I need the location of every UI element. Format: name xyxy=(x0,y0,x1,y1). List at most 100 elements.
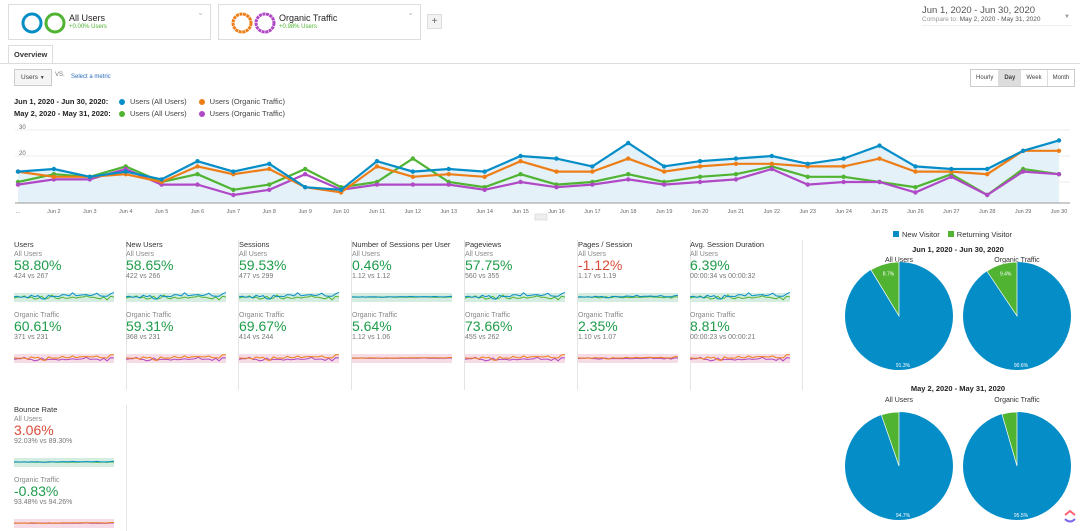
data-point[interactable] xyxy=(231,169,236,174)
data-point[interactable] xyxy=(231,187,236,192)
metric-card[interactable]: Sessions All Users 59.53% 477 vs 299 Org… xyxy=(239,240,352,390)
data-point[interactable] xyxy=(626,177,631,182)
data-point[interactable] xyxy=(482,187,487,192)
date-range-picker[interactable]: Jun 1, 2020 - Jun 30, 2020 Compare to: M… xyxy=(922,5,1072,26)
data-point[interactable] xyxy=(697,164,703,169)
data-point[interactable] xyxy=(518,159,523,164)
data-point[interactable] xyxy=(626,156,631,161)
pie-slice-new-visitor[interactable] xyxy=(845,262,953,370)
metric-card[interactable]: Users All Users 58.80% 424 vs 267 Organi… xyxy=(14,240,127,390)
data-point[interactable] xyxy=(733,161,739,166)
data-point[interactable] xyxy=(1056,138,1062,143)
data-point[interactable] xyxy=(554,185,559,190)
pie-slice-new-visitor[interactable] xyxy=(963,262,1071,370)
pie-slice-new-visitor[interactable] xyxy=(963,412,1071,520)
legend-item[interactable]: Users (Organic Traffic) xyxy=(198,97,285,106)
data-point[interactable] xyxy=(913,164,918,169)
pie-slice-returning-visitor[interactable] xyxy=(870,261,900,318)
data-point[interactable] xyxy=(87,174,92,179)
data-point[interactable] xyxy=(159,177,164,182)
data-point[interactable] xyxy=(302,185,308,190)
data-point[interactable] xyxy=(841,156,846,161)
data-point[interactable] xyxy=(267,166,272,172)
data-point[interactable] xyxy=(1056,172,1062,177)
hourly-button[interactable]: Hourly xyxy=(971,70,999,86)
week-button[interactable]: Week xyxy=(1020,70,1047,86)
tab-overview[interactable]: Overview xyxy=(8,45,54,64)
data-point[interactable] xyxy=(446,172,451,177)
data-point[interactable] xyxy=(733,172,739,177)
data-point[interactable] xyxy=(733,177,739,182)
data-point[interactable] xyxy=(410,156,416,161)
pie-slice-returning-visitor[interactable] xyxy=(1001,411,1018,467)
data-point[interactable] xyxy=(374,164,380,169)
data-point[interactable] xyxy=(913,185,918,190)
metric-card[interactable]: Number of Sessions per User All Users 0.… xyxy=(352,240,465,390)
data-point[interactable] xyxy=(949,166,954,172)
data-point[interactable] xyxy=(661,169,667,174)
pie-slice-returning-visitor[interactable] xyxy=(880,411,900,467)
data-point[interactable] xyxy=(195,159,200,164)
data-point[interactable] xyxy=(1056,148,1062,153)
data-point[interactable] xyxy=(626,140,631,146)
data-point[interactable] xyxy=(195,172,200,177)
data-point[interactable] xyxy=(51,174,57,179)
metric-card[interactable]: New Users All Users 58.65% 422 vs 266 Or… xyxy=(126,240,239,390)
data-point[interactable] xyxy=(482,169,487,174)
data-point[interactable] xyxy=(805,182,810,187)
data-point[interactable] xyxy=(554,156,559,161)
data-point[interactable] xyxy=(733,156,739,161)
data-point[interactable] xyxy=(446,166,451,172)
data-point[interactable] xyxy=(697,159,703,164)
data-point[interactable] xyxy=(267,161,272,166)
data-point[interactable] xyxy=(841,179,846,185)
select-metric-link[interactable]: Select a metric xyxy=(71,74,111,80)
chevron-down-icon[interactable]: ⌄ xyxy=(197,8,204,17)
data-point[interactable] xyxy=(985,172,990,177)
data-point[interactable] xyxy=(661,164,667,169)
legend-item[interactable]: Users (All Users) xyxy=(119,97,187,106)
data-point[interactable] xyxy=(985,166,990,172)
data-point[interactable] xyxy=(554,169,559,174)
data-point[interactable] xyxy=(769,153,775,159)
segment-all-users[interactable]: All Users +0.00% Users ⌄ xyxy=(8,4,211,40)
chart-resize-handle[interactable] xyxy=(534,213,548,221)
data-point[interactable] xyxy=(374,182,380,187)
add-segment-button[interactable]: + xyxy=(427,14,442,29)
metric-card[interactable]: Bounce Rate All Users 3.06% 92.03% vs 89… xyxy=(14,405,127,531)
month-button[interactable]: Month xyxy=(1046,70,1075,86)
data-point[interactable] xyxy=(123,169,128,174)
data-point[interactable] xyxy=(195,164,200,169)
data-point[interactable] xyxy=(769,166,775,172)
data-point[interactable] xyxy=(15,169,21,174)
data-point[interactable] xyxy=(590,182,595,187)
metric-card[interactable]: Pages / Session All Users -1.12% 1.17 vs… xyxy=(578,240,691,390)
data-point[interactable] xyxy=(1020,148,1026,153)
data-point[interactable] xyxy=(195,182,200,187)
data-point[interactable] xyxy=(410,169,416,174)
data-point[interactable] xyxy=(913,169,918,174)
data-point[interactable] xyxy=(231,192,236,198)
data-point[interactable] xyxy=(949,174,954,179)
data-point[interactable] xyxy=(877,143,882,148)
data-point[interactable] xyxy=(985,192,990,198)
data-point[interactable] xyxy=(410,174,416,179)
data-point[interactable] xyxy=(913,190,918,195)
data-point[interactable] xyxy=(805,174,810,179)
data-point[interactable] xyxy=(769,161,775,166)
metric-dropdown[interactable]: Users ▼ xyxy=(14,69,52,86)
data-point[interactable] xyxy=(338,187,344,192)
metric-card[interactable]: Pageviews All Users 57.75% 560 vs 355 Or… xyxy=(465,240,578,390)
data-point[interactable] xyxy=(302,172,308,177)
data-point[interactable] xyxy=(518,153,523,159)
data-point[interactable] xyxy=(697,179,703,185)
pie-slice-new-visitor[interactable] xyxy=(845,412,953,520)
data-point[interactable] xyxy=(877,156,882,161)
data-point[interactable] xyxy=(410,182,416,187)
metric-card[interactable]: Avg. Session Duration All Users 6.39% 00… xyxy=(690,240,803,390)
data-point[interactable] xyxy=(590,164,595,169)
legend-item[interactable]: Users (All Users) xyxy=(119,109,187,118)
data-point[interactable] xyxy=(482,174,487,179)
data-point[interactable] xyxy=(590,169,595,174)
